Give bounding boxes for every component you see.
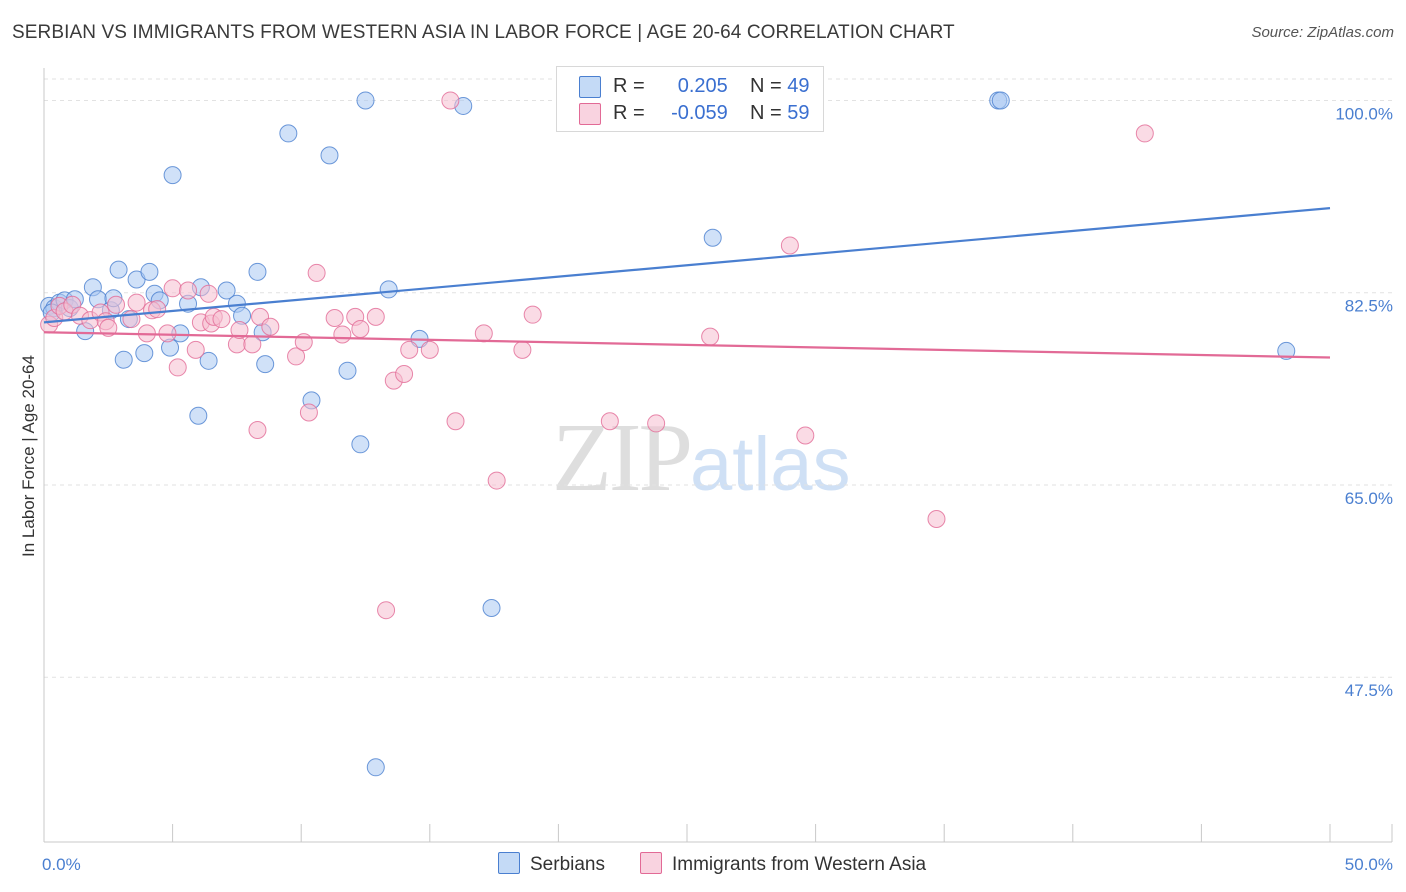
trend-layer (43, 207, 1331, 359)
immigrants-point (127, 293, 146, 312)
immigrants-point (148, 300, 167, 319)
immigrants-point (158, 324, 177, 343)
legend-n-value: 49 (787, 75, 810, 97)
immigrants-point (168, 358, 187, 377)
serbians-point (256, 355, 275, 374)
serbians-point (366, 758, 385, 777)
bottom-legend-serbians: Serbians (498, 852, 605, 876)
y-tick-label: 47.5% (1345, 681, 1393, 700)
immigrants-point (513, 340, 532, 359)
immigrants-point (1135, 124, 1154, 143)
source-label: Source: ZipAtlas.com (1251, 24, 1394, 41)
serbians-point (351, 435, 370, 454)
y-tick-label: 65.0% (1345, 489, 1393, 508)
serbians-point (482, 599, 501, 617)
immigrants-point (441, 91, 460, 110)
immigrants-point (325, 308, 344, 327)
immigrants-point (366, 307, 385, 326)
immigrants-point (780, 236, 799, 255)
immigrants-point (647, 414, 666, 433)
immigrants-point (186, 340, 205, 359)
serbians-point (991, 91, 1010, 110)
axis-layer (43, 68, 1393, 843)
correlation-legend: R = 0.205 N = 49 R = -0.059 N = 59 (556, 66, 824, 132)
serbians-point (109, 260, 128, 279)
immigrants-point (99, 318, 118, 337)
serbians-trend-line (43, 207, 1331, 324)
immigrants-point (927, 510, 946, 529)
serbians-point (140, 262, 159, 281)
serbians-point (199, 351, 218, 370)
bottom-swatch-immigrants (640, 852, 662, 874)
immigrants-point (377, 601, 396, 620)
points-layer (40, 91, 1296, 777)
immigrants-point (261, 317, 280, 336)
serbians-point (217, 281, 236, 300)
bottom-legend-immigrants-label: Immigrants from Western Asia (672, 854, 927, 875)
immigrants-point (287, 347, 306, 366)
immigrants-point (163, 279, 182, 298)
serbians-point (320, 146, 339, 165)
serbians-point (163, 166, 182, 185)
immigrants-point (230, 321, 249, 340)
legend-row-immigrants: R = -0.059 N = 59 (579, 102, 810, 126)
grid-layer (44, 78, 1392, 678)
serbians-point (135, 344, 154, 363)
x-tick-label: 50.0% (1345, 855, 1393, 874)
immigrants-point (600, 412, 619, 431)
immigrants-point (351, 319, 370, 338)
serbians-point (703, 228, 722, 247)
legend-n-label: N = (750, 102, 782, 124)
y-axis-label: In Labor Force | Age 20-64 (19, 355, 38, 557)
immigrants-point (248, 421, 267, 440)
y-tick-label: 100.0% (1335, 104, 1393, 123)
immigrants-point (299, 403, 318, 422)
immigrants-point (523, 305, 542, 324)
immigrants-point (243, 335, 262, 354)
immigrants-point (446, 412, 465, 431)
serbians-point (1277, 341, 1296, 360)
bottom-legend-immigrants: Immigrants from Western Asia (640, 852, 926, 876)
immigrants-point (487, 471, 506, 490)
immigrants-point (179, 281, 198, 300)
immigrants-point (107, 295, 126, 314)
legend-r-label: R = (613, 102, 645, 124)
watermark-atlas: atlas (690, 422, 851, 507)
serbians-point (379, 280, 398, 299)
immigrants-point (307, 263, 326, 282)
immigrants-point (333, 325, 352, 344)
legend-r-value: 0.205 (677, 75, 728, 97)
legend-r-label: R = (613, 75, 645, 97)
legend-swatch-immigrants (579, 102, 601, 125)
bottom-swatch-serbians (498, 852, 520, 874)
y-tick-label: 82.5% (1345, 297, 1393, 316)
legend-swatch-serbians (579, 75, 601, 98)
immigrants-point (400, 340, 419, 359)
watermark: ZIPatlas (552, 402, 851, 514)
watermark-zip: ZIP (552, 404, 693, 512)
immigrants-trend-line (43, 331, 1331, 359)
immigrants-point (701, 327, 720, 346)
immigrants-point (420, 340, 439, 359)
legend-n-value: 59 (787, 102, 810, 124)
serbians-point (279, 124, 298, 143)
immigrants-point (212, 310, 231, 329)
x-tick-label: 0.0% (42, 855, 81, 874)
chart-title: SERBIAN VS IMMIGRANTS FROM WESTERN ASIA … (12, 22, 955, 43)
serbians-point (189, 406, 208, 425)
immigrants-point (796, 426, 815, 445)
immigrants-point (199, 284, 218, 303)
label-layer: 100.0% 82.5% 65.0% 47.5% 0.0% 50.0% In Labor F… (19, 104, 1393, 874)
serbians-point (356, 91, 375, 110)
immigrants-point (395, 365, 414, 383)
serbians-point (338, 361, 357, 380)
serbians-point (114, 350, 133, 369)
legend-r-value: -0.059 (671, 102, 728, 124)
serbians-point (248, 262, 267, 281)
bottom-legend-serbians-label: Serbians (530, 854, 605, 875)
immigrants-point (474, 324, 493, 343)
legend-n-label: N = (750, 75, 782, 97)
legend-row-serbians: R = 0.205 N = 49 (579, 75, 810, 99)
